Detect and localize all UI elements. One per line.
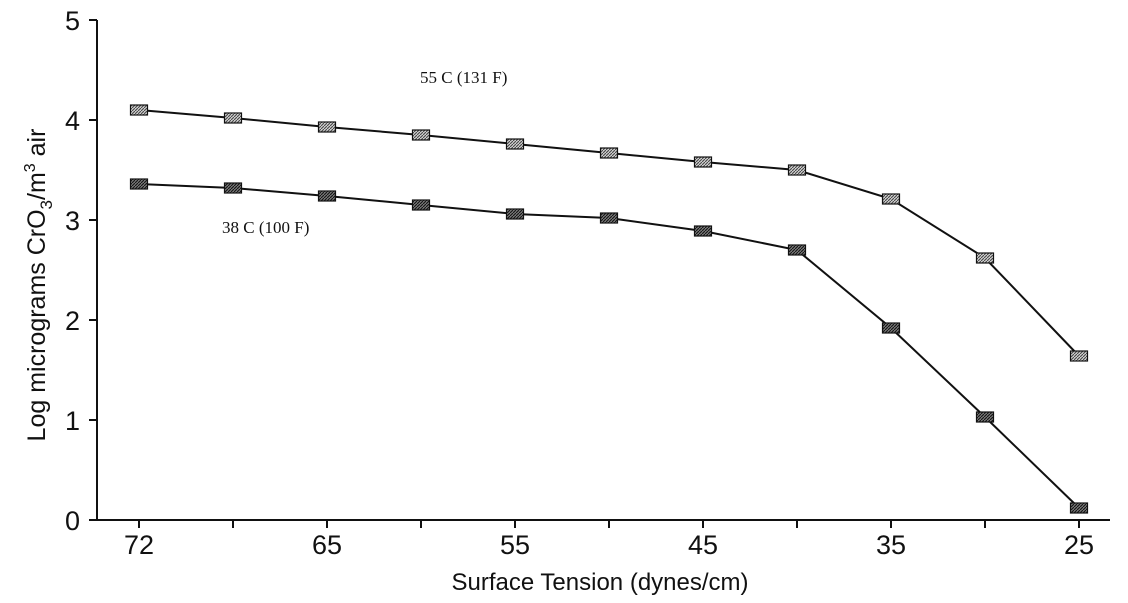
series-38c-marker [787, 244, 807, 256]
series-55c-marker [317, 121, 337, 133]
series-layer [129, 104, 1089, 514]
series-55c-marker [693, 156, 713, 168]
x-tick-label: 55 [500, 530, 530, 560]
series-label-55c: 55 C (131 F) [420, 68, 507, 87]
series-55c-marker [129, 104, 149, 116]
series-55c-marker [223, 112, 243, 124]
series-38c-marker [505, 208, 525, 220]
x-ticks: 72 65 55 45 35 25 [124, 520, 1094, 560]
x-tick-label: 25 [1064, 530, 1094, 560]
series-38c-marker [317, 190, 337, 202]
series-38c-marker [1069, 502, 1089, 514]
x-tick-label: 65 [312, 530, 342, 560]
series-38c-marker [223, 182, 243, 194]
series-38c-marker [599, 212, 619, 224]
axes [96, 20, 1110, 521]
series-55c-marker [505, 138, 525, 150]
series-38c-marker [693, 225, 713, 237]
series-55c-marker [599, 147, 619, 159]
y-tick-label: 5 [65, 6, 80, 36]
series-label-38c: 38 C (100 F) [222, 218, 309, 237]
y-tick-label: 1 [65, 406, 80, 436]
series-38c-marker [881, 322, 901, 334]
series-38c-marker [129, 178, 149, 190]
y-tick-label: 2 [65, 306, 80, 336]
y-ticks: 0 1 2 3 4 5 [65, 6, 97, 536]
x-tick-label: 35 [876, 530, 906, 560]
y-tick-label: 3 [65, 206, 80, 236]
series-38c-marker [411, 199, 431, 211]
x-tick-label: 45 [688, 530, 718, 560]
y-axis-title: Log micrograms CrO3/m3 air [22, 129, 56, 442]
x-axis-title: Surface Tension (dynes/cm) [451, 569, 748, 596]
y-tick-label: 4 [65, 106, 80, 136]
series-55c-marker [881, 193, 901, 205]
y-tick-label: 0 [65, 506, 80, 536]
series-55c-marker [975, 252, 995, 264]
series-38c-marker [975, 411, 995, 423]
series-55c-marker [411, 129, 431, 141]
x-tick-label: 72 [124, 530, 154, 560]
series-55c-marker [787, 164, 807, 176]
series-55c-marker [1069, 350, 1089, 362]
